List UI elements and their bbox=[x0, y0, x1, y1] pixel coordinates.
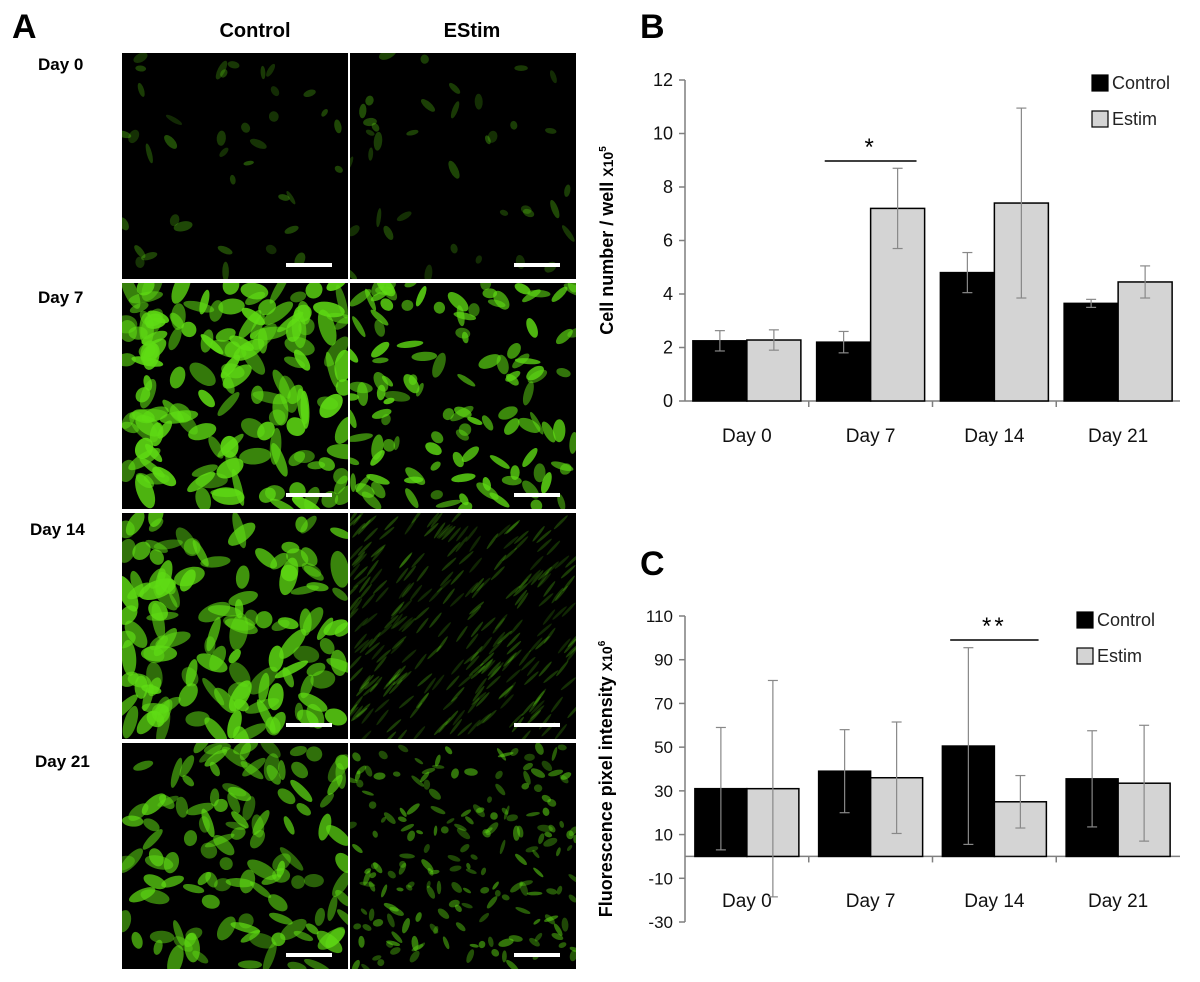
y-tick-label: -10 bbox=[648, 869, 673, 888]
y-tick-label: -30 bbox=[648, 913, 673, 932]
significance-marker: ** bbox=[982, 613, 1007, 640]
row-header-day7: Day 7 bbox=[38, 288, 84, 307]
y-tick-label: 10 bbox=[653, 124, 673, 144]
legend-label-estim: Estim bbox=[1112, 109, 1157, 129]
chart-b-cell-number: 0 2 4 6 8 10 12 Day 0 Day 7 Day 14 Day 21 * Control E… bbox=[597, 70, 1180, 447]
micrograph-day14-estim bbox=[350, 513, 576, 739]
x-category-label: Day 14 bbox=[964, 891, 1025, 912]
y-tick-label: 6 bbox=[663, 231, 673, 251]
panel-b-letter: B bbox=[640, 8, 665, 46]
x-category-label: Day 0 bbox=[722, 891, 772, 912]
y-tick-label: 8 bbox=[663, 177, 673, 197]
x-category-label: Day 21 bbox=[1088, 891, 1148, 912]
scale-bar bbox=[514, 263, 560, 267]
scale-bar bbox=[286, 953, 332, 957]
bar-estim-day7 bbox=[869, 207, 926, 402]
scale-bar bbox=[286, 263, 332, 267]
row-header-day14: Day 14 bbox=[30, 520, 85, 539]
x-category-label: Day 7 bbox=[846, 426, 896, 447]
y-tick-label: 70 bbox=[654, 694, 673, 713]
bar-control-day14 bbox=[939, 271, 996, 402]
x-category-label: Day 14 bbox=[964, 426, 1025, 447]
x-category-label: Day 21 bbox=[1088, 426, 1148, 447]
column-header-control: Control bbox=[219, 20, 291, 42]
bar-control-day21 bbox=[1063, 302, 1119, 402]
micrograph-day21-control bbox=[122, 743, 348, 969]
y-tick-label: 4 bbox=[663, 284, 673, 304]
y-tick-label: 30 bbox=[654, 782, 673, 801]
y-axis-label: Cell number / well X105 bbox=[597, 146, 617, 335]
legend-swatch-estim bbox=[1091, 110, 1109, 128]
micrograph-day0-control bbox=[122, 53, 348, 279]
micrograph-day21-estim bbox=[350, 743, 576, 969]
legend-label-control: Control bbox=[1097, 610, 1155, 630]
y-tick-label: 12 bbox=[653, 70, 673, 90]
y-axis-label: Fluorescence pixel intensity X106 bbox=[596, 640, 616, 917]
scale-bar bbox=[514, 493, 560, 497]
panel-a-letter: A bbox=[12, 8, 37, 46]
y-tick-label: 0 bbox=[663, 391, 673, 411]
legend-swatch-estim bbox=[1076, 647, 1094, 665]
column-header-estim: EStim bbox=[443, 20, 501, 42]
micrograph-day14-control bbox=[122, 513, 348, 739]
x-category-label: Day 0 bbox=[722, 426, 772, 447]
scale-bar bbox=[286, 493, 332, 497]
scale-bar bbox=[286, 723, 332, 727]
bar-estim-day21 bbox=[1117, 281, 1173, 402]
row-header-day21: Day 21 bbox=[35, 752, 90, 771]
legend-label-estim: Estim bbox=[1097, 646, 1142, 666]
legend-swatch-control bbox=[1076, 611, 1094, 629]
panel-c-letter: C bbox=[640, 545, 665, 583]
micrograph-day7-estim bbox=[350, 283, 576, 509]
y-tick-label: 110 bbox=[646, 607, 673, 626]
legend-label-control: Control bbox=[1112, 73, 1170, 93]
y-tick-label: 50 bbox=[654, 738, 673, 757]
significance-marker: * bbox=[864, 134, 876, 161]
y-tick-label: 10 bbox=[654, 826, 673, 845]
chart-c-fluorescence: -30 -10 10 30 50 70 90 110 Day 0 Day 7 Day 14 Day 2… bbox=[596, 607, 1180, 932]
scale-bar bbox=[514, 953, 560, 957]
y-tick-label: 2 bbox=[663, 338, 673, 358]
x-category-label: Day 7 bbox=[846, 891, 896, 912]
row-header-day0: Day 0 bbox=[38, 55, 84, 74]
micrograph-day7-control bbox=[122, 283, 348, 509]
micrograph-day0-estim bbox=[350, 53, 576, 279]
legend-swatch-control bbox=[1091, 74, 1109, 92]
y-tick-label: 90 bbox=[654, 651, 673, 670]
scale-bar bbox=[514, 723, 560, 727]
